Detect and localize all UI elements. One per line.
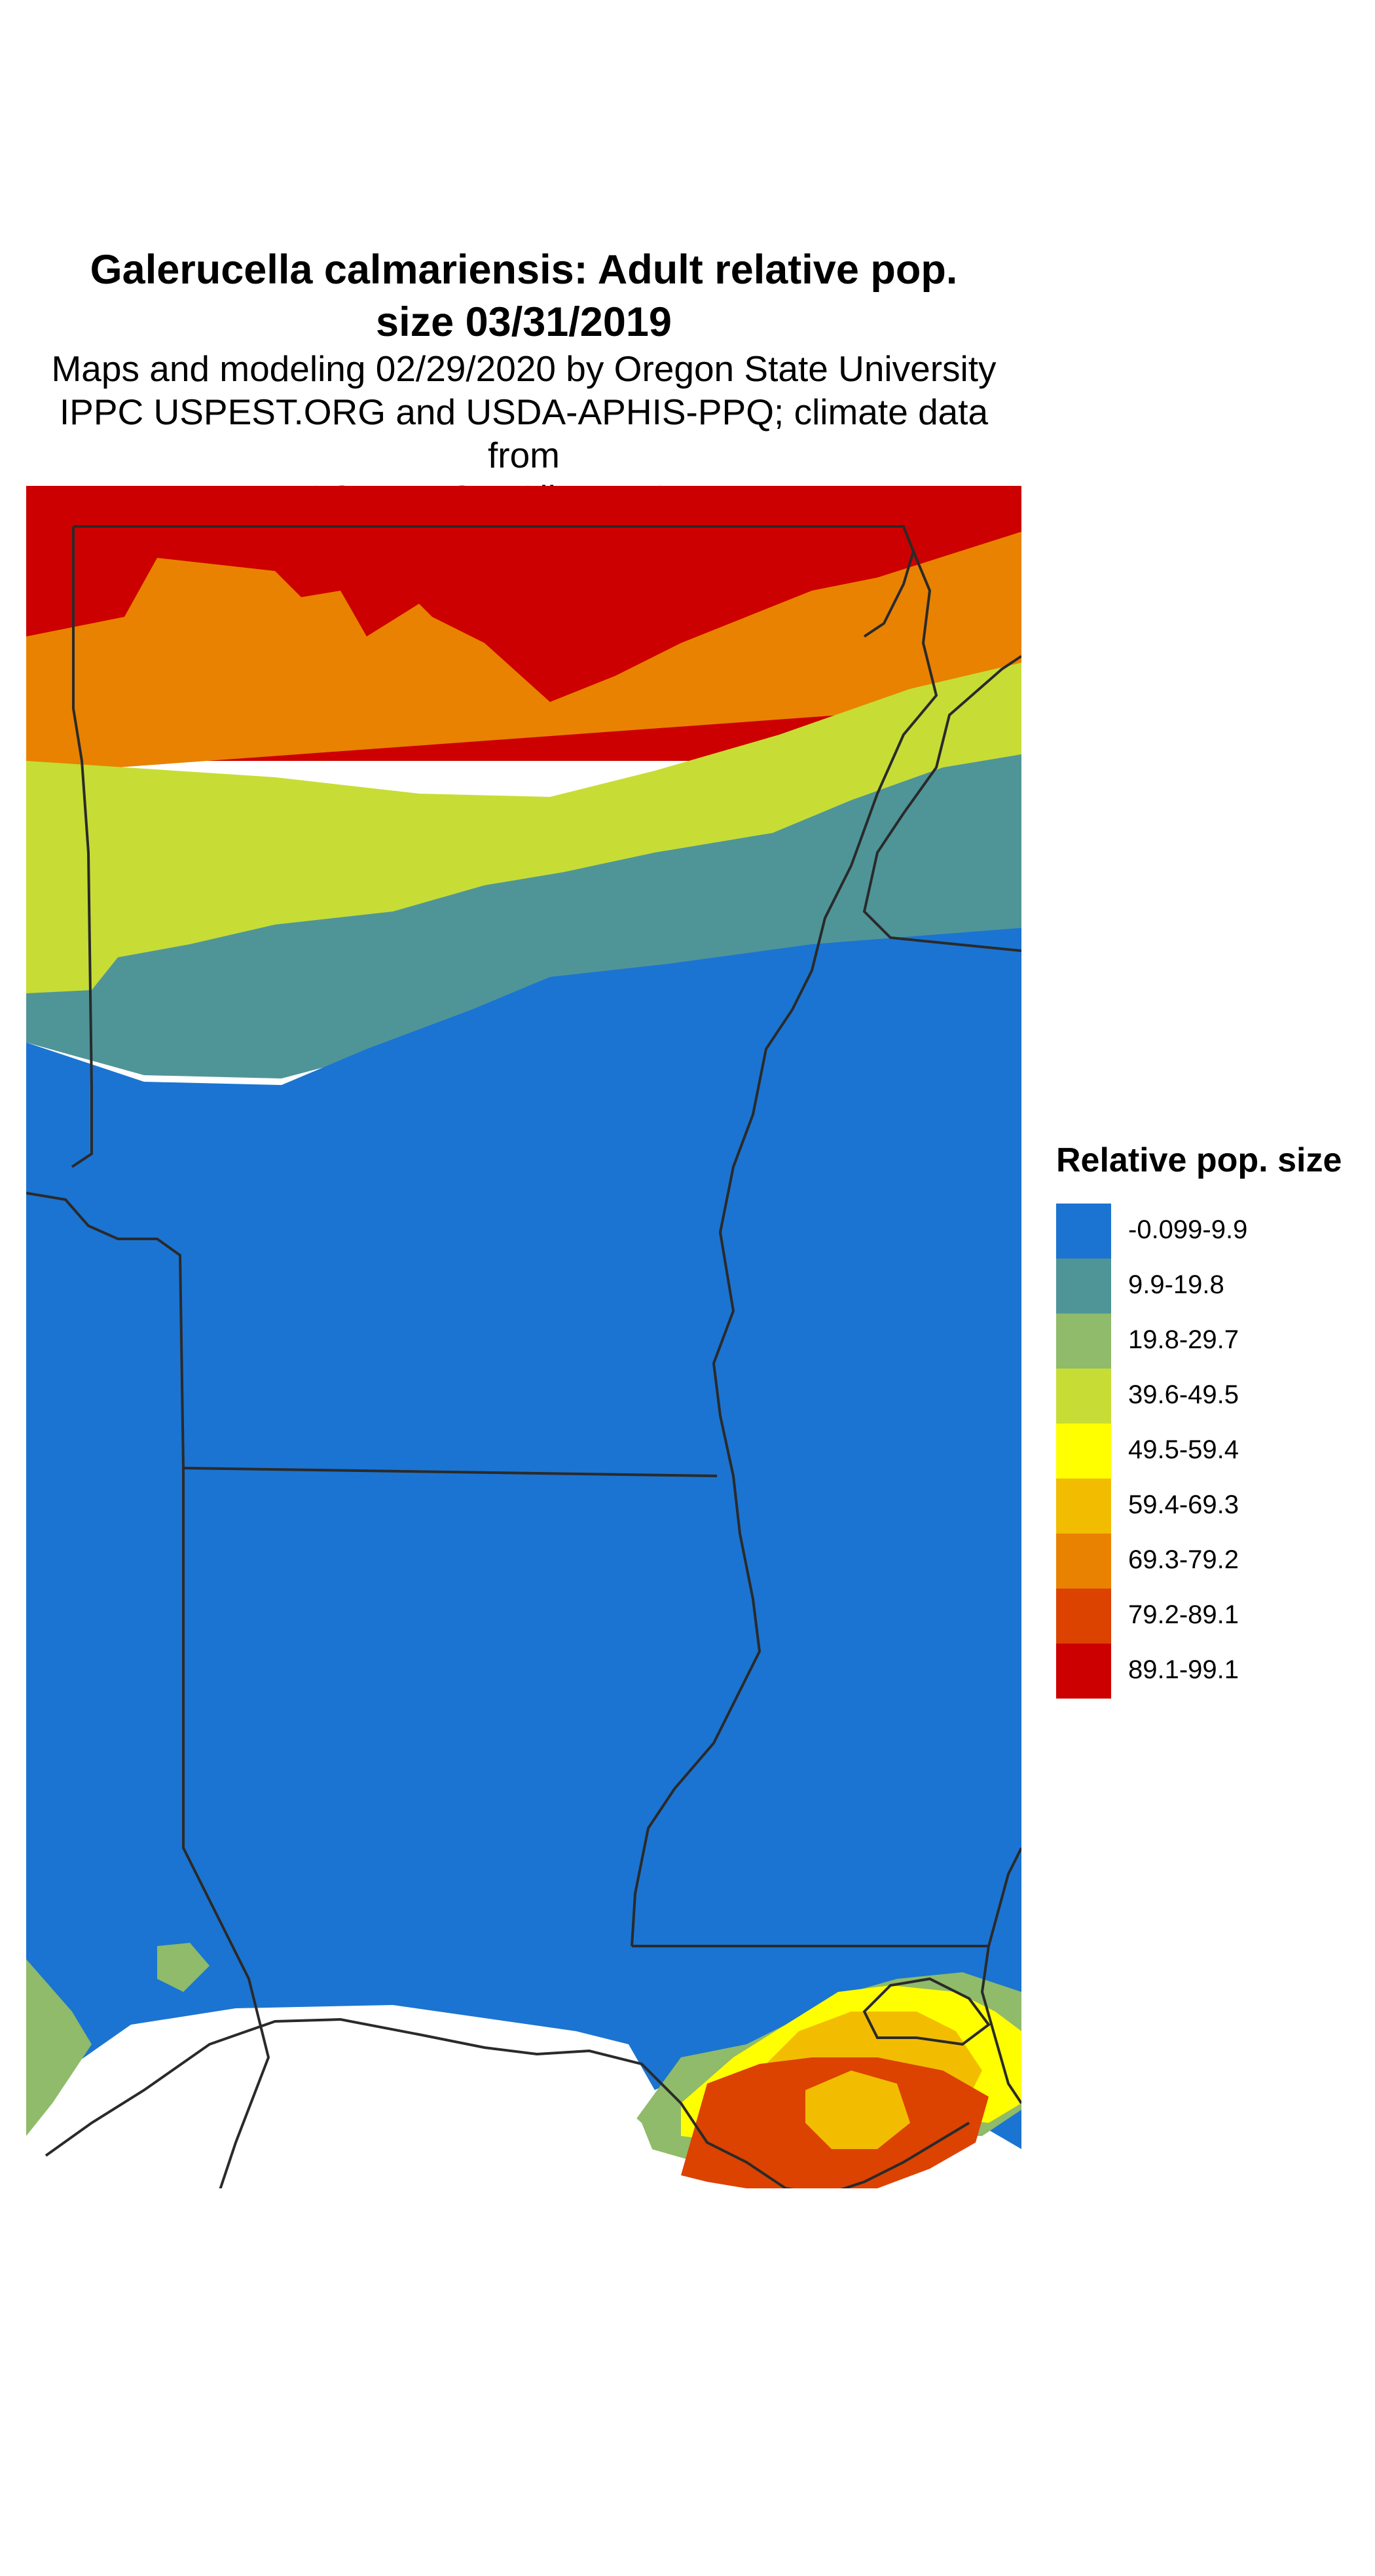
boundary-texas-louisiana: [182, 1468, 270, 2188]
legend-swatch: [1056, 1259, 1111, 1314]
coastal-water: [26, 2015, 668, 2188]
legend-item: -0.099-9.9: [1056, 1204, 1370, 1259]
legend-swatch: [1056, 1204, 1111, 1259]
band-19-29-west: [26, 1959, 92, 2136]
legend-item: 39.6-49.5: [1056, 1369, 1370, 1424]
legend-label: 89.1-99.1: [1128, 1655, 1239, 1684]
legend-label: 79.2-89.1: [1128, 1600, 1239, 1629]
legend-swatch: [1056, 1534, 1111, 1589]
title-line-1: Galerucella calmariensis: Adult relative…: [90, 247, 958, 293]
boundary-texas-arkansas: [26, 1192, 185, 1469]
state-boundaries: [26, 525, 1021, 2188]
subtitle-line-1: Maps and modeling 02/29/2020 by Oregon S…: [51, 348, 997, 389]
boundary-ms-al: [987, 1847, 1021, 1947]
boundary-missouri-arkansas: [71, 526, 93, 1168]
legend-item: 9.9-19.8: [1056, 1259, 1370, 1314]
band-19-29-patch: [157, 1943, 210, 1992]
legend-swatch: [1056, 1644, 1111, 1699]
legend-item: 49.5-59.4: [1056, 1424, 1370, 1479]
legend-label: 59.4-69.3: [1128, 1490, 1239, 1519]
legend-item: 19.8-29.7: [1056, 1314, 1370, 1369]
legend-label: 19.8-29.7: [1128, 1325, 1239, 1354]
population-map: [26, 486, 1021, 2188]
band-59-69-inner: [805, 2070, 910, 2149]
boundary-mississippi-river: [631, 551, 938, 1947]
boundary-north: [73, 525, 915, 638]
coastline: [45, 2017, 970, 2188]
band-9-19: [26, 754, 1021, 1078]
legend-item: 89.1-99.1: [1056, 1644, 1370, 1699]
boundary-east: [862, 655, 1021, 952]
map-title: Galerucella calmariensis: Adult relative…: [26, 244, 1021, 348]
legend-label: -0.099-9.9: [1128, 1215, 1248, 1244]
legend-swatch: [1056, 1369, 1111, 1424]
legend-label: 49.5-59.4: [1128, 1435, 1239, 1464]
boundary-arkansas-louisiana: [183, 1467, 718, 1477]
legend-swatch: [1056, 1424, 1111, 1479]
map-subtitle: Maps and modeling 02/29/2020 by Oregon S…: [20, 347, 1028, 520]
legend-label: 39.6-49.5: [1128, 1380, 1239, 1409]
legend-swatch: [1056, 1314, 1111, 1369]
raster-bands: [26, 486, 1021, 2188]
legend-item: 69.3-79.2: [1056, 1534, 1370, 1589]
subtitle-line-2: IPPC USPEST.ORG and USDA-APHIS-PPQ; clim…: [59, 392, 989, 475]
legend-title: Relative pop. size: [1056, 1141, 1342, 1179]
band-69-79: [26, 532, 1021, 774]
legend-item: 79.2-89.1: [1056, 1589, 1370, 1644]
legend-swatch: [1056, 1589, 1111, 1644]
title-line-2: size 03/31/2019: [376, 299, 672, 345]
legend-label: 9.9-19.8: [1128, 1270, 1224, 1299]
delta-inlet: [862, 1977, 991, 2046]
band-0-9: [26, 928, 1021, 2149]
legend-item: 59.4-69.3: [1056, 1479, 1370, 1534]
boundary-louisiana-mississippi: [632, 1945, 1021, 2105]
legend-label: 69.3-79.2: [1128, 1545, 1239, 1574]
legend-swatch: [1056, 1479, 1111, 1534]
